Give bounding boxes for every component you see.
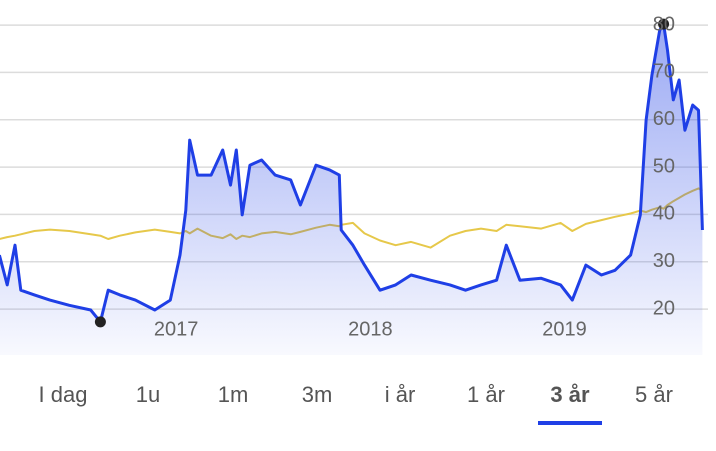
- x-tick-label: 2019: [542, 318, 587, 340]
- range-tab[interactable]: 3m: [302, 382, 333, 407]
- range-tab[interactable]: 1 år: [467, 382, 505, 407]
- y-tick-label: 80: [653, 13, 675, 35]
- range-tab[interactable]: 5 år: [635, 382, 673, 407]
- area: [0, 24, 703, 355]
- x-tick-label: 2018: [348, 318, 393, 340]
- line: [0, 22, 704, 324]
- y-tick-label: 70: [653, 61, 675, 83]
- range-tab[interactable]: I dag: [39, 382, 88, 407]
- range-tab[interactable]: 3 år: [550, 382, 590, 407]
- y-tick-label: 20: [653, 297, 675, 319]
- y-tick-label: 50: [653, 155, 675, 177]
- y-tick-label: 60: [653, 108, 675, 130]
- range-tab[interactable]: 1m: [218, 382, 249, 407]
- range-tab[interactable]: 1u: [136, 382, 160, 407]
- y-tick-label: 30: [653, 250, 675, 272]
- line: [0, 187, 703, 249]
- x-tick-label: 2017: [154, 318, 199, 340]
- y-tick-label: 40: [653, 203, 675, 225]
- tab-underline: [538, 421, 602, 425]
- extreme-marker: [658, 18, 670, 30]
- extreme-marker: [94, 316, 106, 328]
- range-tab[interactable]: i år: [385, 382, 416, 407]
